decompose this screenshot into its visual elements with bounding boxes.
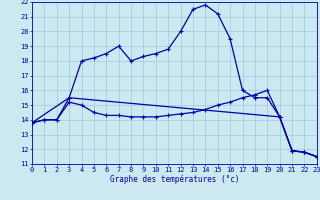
X-axis label: Graphe des températures (°c): Graphe des températures (°c) — [110, 175, 239, 184]
